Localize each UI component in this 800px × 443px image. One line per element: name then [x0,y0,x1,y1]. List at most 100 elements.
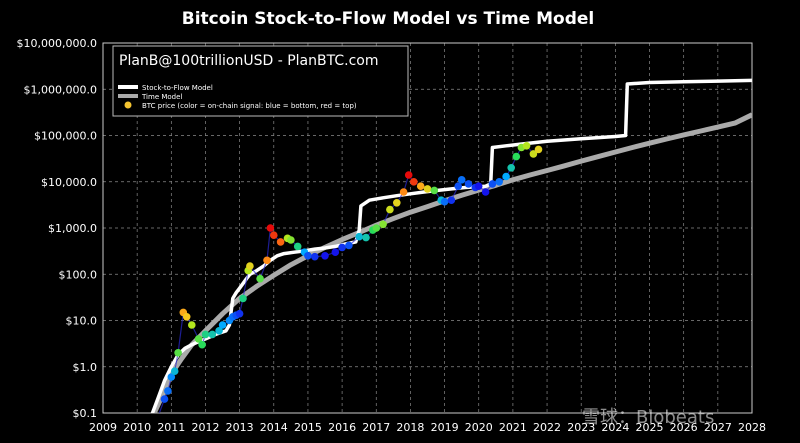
btc-price-point [423,185,432,193]
btc-price-point [198,340,206,349]
btc-price-point [379,220,387,229]
x-tick-label: 2024 [601,421,629,434]
btc-price-point [304,252,312,260]
btc-price-point [454,182,463,190]
btc-price-point [167,373,176,381]
y-tick-label: $100,000.0 [34,130,97,143]
x-tick-label: 2018 [396,421,424,434]
btc-price-point [512,152,521,161]
btc-price-point [293,242,302,251]
x-tick-label: 2027 [704,421,732,434]
btc-price-point [534,145,543,154]
btc-price-point [362,233,370,242]
y-tick-label: $1,000.0 [48,222,97,235]
btc-price-point [239,294,247,303]
btc-price-point [345,241,353,250]
x-tick-label: 2015 [294,421,322,434]
btc-price-point [430,186,439,195]
btc-price-point [321,252,329,260]
btc-price-point [529,150,538,158]
btc-price-point [263,256,271,265]
x-tick-label: 2012 [191,421,219,434]
y-tick-label: $100.0 [59,268,98,281]
x-tick-label: 2009 [89,421,117,434]
btc-price-point [440,197,449,206]
btc-price-point [464,180,473,188]
x-tick-label: 2014 [260,421,288,434]
btc-price-point [372,224,381,232]
btc-price-point [164,387,172,395]
plot-frame [102,42,753,414]
btc-price-point [331,248,340,256]
x-tick-label: 2017 [362,421,390,434]
btc-price-point [474,182,483,190]
btc-price-point [276,238,285,246]
btc-price-point [399,188,408,196]
btc-price-point [488,180,497,188]
btc-price-point [201,330,210,339]
series-line-time-model [151,112,752,413]
btc-price-point [495,178,504,186]
btc-price-point [208,330,217,339]
x-tick-label: 2028 [738,421,766,434]
btc-price-point [338,243,346,252]
x-tick-label: 2023 [567,421,595,434]
x-tick-label: 2019 [431,421,459,434]
btc-price-point [447,196,456,204]
x-tick-label: 2021 [499,421,527,434]
btc-price-point [355,232,364,241]
legend: PlanB@100trillionUSD - PlanBTC.com Stock… [112,45,409,117]
watermark: 雪球：Blobeats [582,407,714,428]
btc-price-point [266,224,275,232]
y-tick-label: $1,000,000.0 [24,83,97,96]
legend-entry-btc: BTC price (color = on-chain signal: blue… [142,102,357,110]
x-tick-label: 2025 [636,421,664,434]
btc-price-point [522,142,531,150]
btc-price-point [160,395,169,403]
legend-box [112,45,409,117]
btc-price-point [170,367,179,376]
btc-price-point [457,176,466,184]
plot-area [150,78,752,413]
btc-price-point [174,349,182,357]
btc-price-point [410,178,418,186]
y-tick-label: $10,000,000.0 [17,37,97,50]
btc-price-point [194,335,203,343]
x-tick-label: 2016 [328,421,356,434]
x-axis-labels: 2009 2010 2011 2012 2013 2014 2015 2016 2017 2018… [89,421,766,434]
legend-entry-time: Time Model [141,93,182,101]
btc-price-point [215,327,223,335]
series-layer [150,78,752,413]
x-tick-label: 2013 [226,421,254,434]
legend-entry-s2f: Stock-to-Flow Model [142,84,213,92]
btc-price-point [235,309,244,318]
x-tick-label: 2011 [157,421,185,434]
btc-price-point [416,182,425,190]
btc-price-point [311,252,319,261]
x-tick-label: 2022 [533,421,561,434]
btc-price-point [404,171,413,179]
btc-price-point [287,236,295,244]
x-tick-label: 2010 [123,421,151,434]
btc-price-point [507,164,515,172]
btc-price-point [256,274,264,283]
btc-price-point [182,313,191,321]
btc-price-point [393,199,401,207]
chart-title: Bitcoin Stock-to-Flow Model vs Time Mode… [182,9,594,29]
x-tick-label: 2020 [465,421,493,434]
btc-price-point [188,321,196,329]
legend-source: PlanB@100trillionUSD - PlanBTC.com [119,53,378,69]
y-tick-label: $0.1 [73,407,98,420]
legend-swatch-btc [124,101,132,109]
y-tick-label: $10,000.0 [41,176,97,189]
y-tick-label: $10.0 [66,315,98,328]
btc-price-point [218,321,227,329]
y-tick-label: $1.0 [73,361,98,374]
btc-price-point [502,172,510,181]
btc-price-point [246,262,254,270]
y-axis-labels: $10,000,000.0 $1,000,000.0 $100,000.0 $10,0… [17,37,97,420]
btc-price-point [481,188,490,196]
btc-price-point [270,231,278,239]
x-tick-label: 2026 [670,421,698,434]
